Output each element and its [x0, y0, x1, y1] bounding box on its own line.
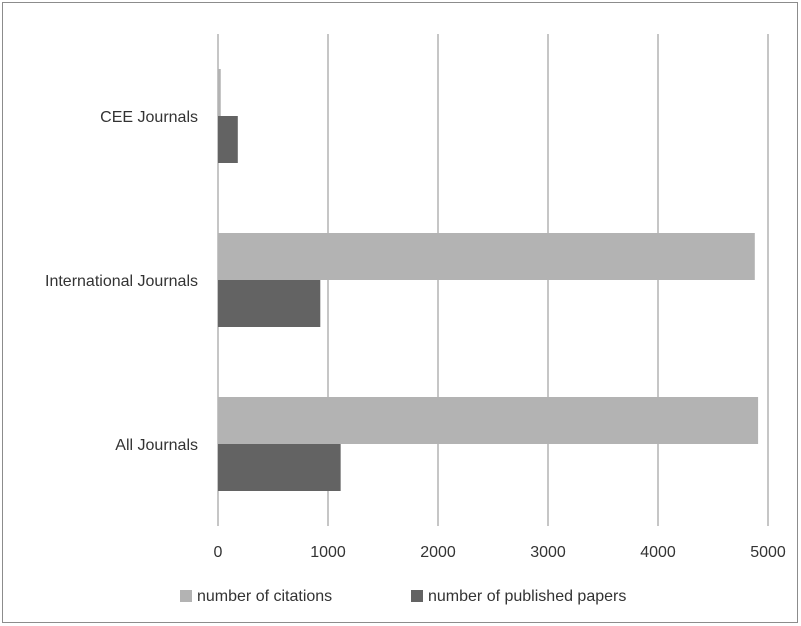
x-tick-label: 0	[214, 544, 223, 561]
category-label: International Journals	[45, 273, 198, 290]
bars	[218, 69, 759, 491]
bar-citations	[218, 233, 755, 280]
bar-published-papers	[218, 280, 321, 327]
category-label: CEE Journals	[100, 109, 198, 126]
x-tick-label: 1000	[310, 544, 346, 561]
x-tick-label: 3000	[530, 544, 566, 561]
x-tick-label: 2000	[420, 544, 456, 561]
bar-citations	[218, 69, 221, 116]
legend: number of citations number of published p…	[180, 588, 626, 605]
bar-published-papers	[218, 116, 238, 163]
legend-label: number of published papers	[428, 588, 626, 605]
category-label: All Journals	[115, 437, 198, 454]
legend-label: number of citations	[197, 588, 332, 605]
x-tick-label: 5000	[750, 544, 786, 561]
legend-swatch	[411, 590, 423, 602]
legend-swatch	[180, 590, 192, 602]
bar-citations	[218, 397, 759, 444]
x-tick-label: 4000	[640, 544, 676, 561]
x-tick-labels: 0 1000 2000 3000 4000 5000	[214, 544, 786, 561]
bar-published-papers	[218, 444, 341, 491]
category-labels: CEE Journals International Journals All Jo…	[45, 109, 198, 454]
